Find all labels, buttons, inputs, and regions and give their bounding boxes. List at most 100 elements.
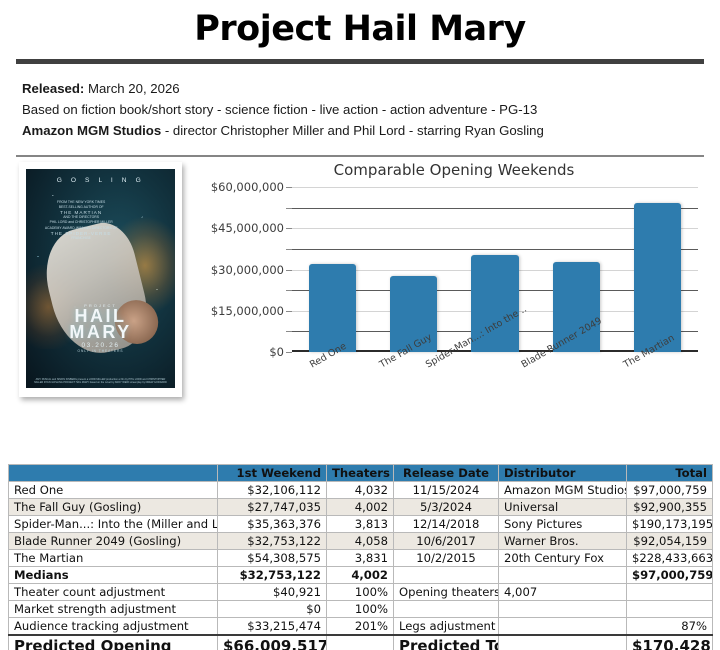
table-row: Red One $32,106,112 4,032 11/15/2024 Amazon … (8, 481, 713, 499)
poster-credit-2: BEST-SELLING AUTHOR OF (58, 204, 104, 209)
chart-bar-slot (536, 187, 617, 352)
col-header-theaters: Theaters (326, 464, 394, 482)
y-axis-tick (286, 310, 292, 312)
table-row: The Martian $54,308,575 3,831 10/2/2015 20th… (8, 549, 713, 567)
poster-credit-3: THE MARTIAN (60, 210, 103, 216)
title-divider (16, 59, 704, 64)
table-cell: 11/15/2024 (393, 481, 499, 499)
chart-bar-slot (454, 187, 535, 352)
table-cell: Sony Pictures (498, 515, 627, 533)
table-cell: $32,753,122 (217, 532, 327, 550)
y-axis-minor-tick (286, 248, 292, 250)
table-cell: $33,215,474 (217, 617, 327, 636)
col-header-weekend: 1st Weekend (217, 464, 327, 482)
studio-credits: - director Christopher Miller and Phil L… (161, 123, 544, 138)
poster-billing-block: AMY PASCAL and SIMON KINBERG present a L… (34, 377, 167, 385)
col-header-total: Total (626, 464, 713, 482)
table-cell: $40,921 (217, 583, 327, 601)
table-cell: $27,747,035 (217, 498, 327, 516)
table-cell: 100% (326, 583, 394, 601)
table-cell: Opening theaters (393, 583, 499, 601)
chart-bar[interactable] (633, 202, 681, 352)
page-title: Project Hail Mary (194, 9, 526, 49)
poster-artwork: G O S L I N G FROM THE NEW YORK TIMES BE… (26, 169, 175, 388)
table-row: Theater count adjustment $40,921 100% Openi… (8, 583, 713, 601)
poster-logo-pre: PROJECT (84, 302, 117, 308)
chart-bar[interactable] (390, 275, 438, 352)
poster-credit-8: FRANCHISE (71, 236, 91, 241)
movie-metadata: Released: March 20, 2026 Based on fictio… (22, 78, 720, 141)
x-axis-label-slot: Blade Runner 2049 (520, 315, 617, 415)
table-cell: 4,002 (326, 498, 394, 516)
table-cell (393, 600, 499, 618)
y-axis-tick (286, 228, 292, 230)
poster-credit-7: THE SPIDER-VERSE (50, 230, 112, 236)
chart-bar[interactable] (309, 263, 357, 352)
table-row: Audience tracking adjustment $33,215,474 2… (8, 617, 713, 636)
x-axis-label-slot: The Martian (617, 333, 698, 415)
table-footer-row: Predicted Opening$66,009,517 Predicted To… (8, 634, 713, 650)
table-cell (498, 600, 627, 618)
poster-credit-6: ACADEMY AWARD-WINNING DIRECTORS OF (44, 225, 118, 230)
table-row: Medians $32,753,122 4,002 $97,000,759 (8, 566, 713, 584)
poster-top-credits: FROM THE NEW YORK TIMES BEST-SELLING AUT… (44, 200, 119, 242)
y-axis-minor-tick (286, 331, 292, 333)
table-cell (393, 566, 499, 584)
table-cell: $170,428,921 (626, 634, 713, 650)
table-cell (498, 634, 627, 650)
table-cell: $228,433,663 (626, 549, 713, 567)
table-cell: $92,054,159 (626, 532, 713, 550)
gridline-major (292, 187, 698, 188)
table-cell: 100% (326, 600, 394, 618)
table-header-row: 1st Weekend Theaters Release Date Distri… (8, 464, 713, 482)
table-cell: Spider-Man...: Into the (Miller and Lord… (8, 515, 218, 533)
table-cell: 20th Century Fox (498, 549, 627, 567)
table-cell: Universal (498, 498, 627, 516)
chart-bar[interactable] (552, 261, 600, 352)
released-label: Released: (22, 81, 85, 96)
y-axis-tick (286, 187, 292, 188)
chart-bar[interactable] (471, 254, 519, 352)
table-row: The Fall Guy (Gosling) $27,747,035 4,002 5/… (8, 498, 713, 516)
poster-star-name: G O S L I N G (56, 176, 145, 184)
table-cell (626, 583, 713, 601)
table-cell: $0 (217, 600, 327, 618)
y-axis-tick-label: $60,000,000 (210, 180, 284, 194)
table-cell: 4,032 (326, 481, 394, 499)
table-cell (498, 566, 627, 584)
gridline-minor (292, 248, 698, 250)
gridline-minor (292, 207, 698, 209)
table-row: Spider-Man...: Into the (Miller and Lord… (8, 515, 713, 533)
table-cell: 4,007 (498, 583, 627, 601)
released-line: Released: March 20, 2026 (22, 78, 720, 99)
table-cell: 4,002 (326, 566, 394, 584)
table-body: Red One $32,106,112 4,032 11/15/2024 Amazon … (8, 481, 713, 650)
chart-plot-area: $0 $15,000,000 $30,000,000 $45,000,000 $60,0… (196, 180, 712, 371)
table-cell: $54,308,575 (217, 549, 327, 567)
opening-weekends-chart: Comparable Opening Weekends $0 $15,000,00… (196, 157, 712, 412)
y-axis-minor-tick (286, 290, 292, 292)
table-cell (326, 634, 394, 650)
table-cell (626, 600, 713, 618)
studio-line: Amazon MGM Studios - director Christophe… (22, 120, 720, 141)
table-cell: The Martian (8, 549, 218, 567)
table-cell: 87% (626, 617, 713, 636)
y-axis-tick-label: $30,000,000 (210, 262, 284, 277)
chart-x-axis: Red One The Fall Guy Spider-Man...: Into t… (292, 304, 698, 415)
comparables-table-wrap: 1st Weekend Theaters Release Date Distri… (8, 464, 713, 650)
table-cell: Theater count adjustment (8, 583, 218, 601)
table-cell: 3,831 (326, 549, 394, 567)
chart-y-axis: $0 $15,000,000 $30,000,000 $45,000,000 $60,0… (196, 180, 292, 359)
table-cell: The Fall Guy (Gosling) (8, 498, 218, 516)
table-cell: Red One (8, 481, 218, 499)
table-cell: Amazon MGM Studios (498, 481, 627, 499)
comparables-table: 1st Weekend Theaters Release Date Distri… (8, 464, 713, 650)
movie-poster: G O S L I N G FROM THE NEW YORK TIMES BE… (19, 162, 182, 397)
poster-credit-1: FROM THE NEW YORK TIMES (57, 199, 106, 204)
table-cell: 3,813 (326, 515, 394, 533)
table-cell: 10/2/2015 (393, 549, 499, 567)
poster-logo-line1: HAIL (74, 305, 127, 326)
y-axis-minor-tick (286, 207, 292, 209)
chart-bar-slot (373, 187, 454, 352)
